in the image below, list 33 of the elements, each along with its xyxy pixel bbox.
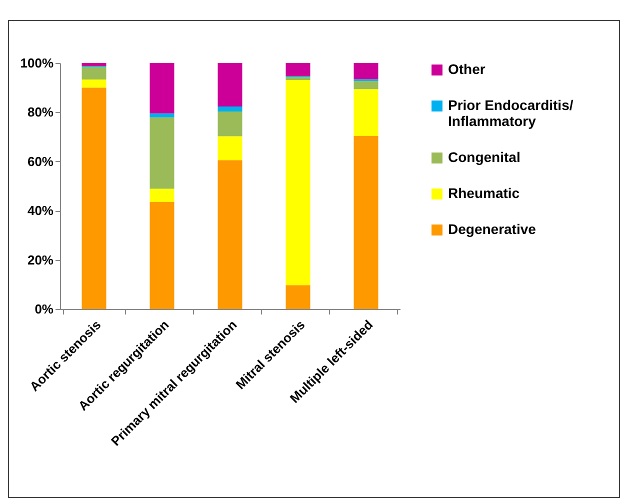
bar: [150, 188, 174, 202]
y-tick-label: 80%: [27, 104, 54, 120]
bar: [286, 63, 310, 76]
bar: [150, 113, 174, 118]
bar: [218, 63, 242, 107]
bar: [286, 80, 310, 286]
bar: [82, 88, 106, 309]
bar: [218, 106, 242, 112]
bar: [218, 160, 242, 309]
y-tick-label: 100%: [20, 56, 54, 70]
bar: [82, 63, 106, 66]
legend-label: Prior Endocarditis/Inflammatory: [448, 97, 574, 129]
bar: [354, 89, 378, 136]
legend-label: Degenerative: [448, 221, 536, 237]
bar: [150, 202, 174, 309]
bar: [82, 79, 106, 88]
bar: [354, 63, 378, 80]
legend-label: Rheumatic: [448, 185, 520, 201]
y-tick-label: 60%: [27, 154, 54, 169]
bar: [286, 285, 310, 309]
bar: [218, 111, 242, 136]
y-tick-label: 20%: [27, 252, 54, 268]
legend-label: Congenital: [448, 149, 520, 165]
y-tick-label: 0%: [34, 302, 54, 316]
bar: [286, 77, 310, 80]
bar: [354, 80, 378, 90]
bar: [218, 136, 242, 160]
y-tick-label: 40%: [27, 203, 54, 218]
bar: [150, 117, 174, 189]
bar: [150, 63, 174, 114]
bar: [354, 136, 378, 309]
legend-label: Other: [448, 61, 486, 77]
bar: [82, 66, 106, 80]
